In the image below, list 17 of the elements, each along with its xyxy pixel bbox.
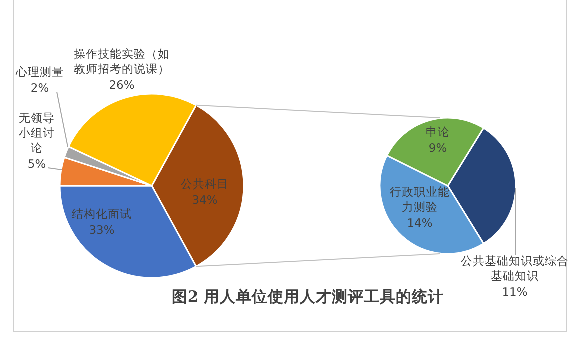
text: 图2 用人单位使用人才测评工具的统计 [172,287,444,306]
slice-label: 公共科目 [181,177,229,191]
slice-label: 行政职业能力测验 [390,185,450,214]
data-label: 26% [109,78,135,92]
data-label: 2% [30,81,50,95]
slice-label: 操作技能实验（如教师招考的说课） [74,47,170,76]
data-label: 34% [192,193,218,207]
data-label: 33% [89,223,115,237]
data-label: 5% [28,157,46,171]
data-label: 9% [428,141,448,155]
slice-label: 申论 [426,125,450,139]
data-label: 14% [407,216,433,230]
slice-label: 公共基础知识或综合基础知识 [461,254,569,283]
slice-label: 心理测量 [15,65,64,79]
data-label: 11% [502,285,528,299]
slice-label: 结构化面试 [72,207,132,221]
slice-label: 无领导小组讨论 [19,111,55,155]
